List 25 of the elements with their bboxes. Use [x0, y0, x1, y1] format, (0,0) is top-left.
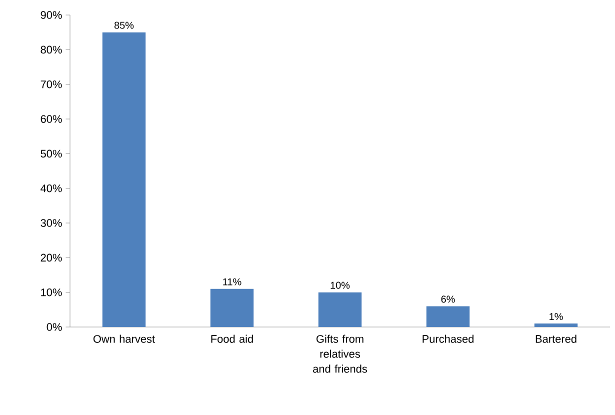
y-tick-label: 80% [40, 46, 62, 54]
bar [102, 32, 146, 327]
bar [534, 324, 578, 327]
data-label: 85% [114, 22, 134, 29]
x-tick-label: Bartered [536, 334, 576, 343]
x-tick-label: Purchased [422, 334, 474, 343]
data-label: 1% [550, 313, 563, 320]
y-tick-label: 70% [40, 80, 62, 88]
y-tick-label: 20% [40, 254, 62, 262]
y-tick-label: 40% [40, 184, 62, 192]
data-label: 6% [441, 296, 455, 303]
bar [426, 306, 470, 327]
x-tick-label: Own harvest [93, 334, 155, 343]
y-tick-label: 60% [40, 115, 62, 123]
y-tick-label: 0% [46, 323, 62, 331]
x-tick-label: Gifts from relatives and friends [313, 334, 368, 373]
data-label: 11% [223, 278, 242, 286]
y-tick-label: 10% [41, 288, 62, 296]
x-tick-label: Food aid [211, 334, 253, 343]
bar [210, 288, 254, 327]
y-tick-label: 30% [40, 219, 62, 227]
y-tick-label: 90% [40, 11, 62, 19]
bar [318, 292, 362, 327]
y-tick-label: 50% [40, 150, 62, 158]
data-label: 10% [330, 282, 350, 289]
